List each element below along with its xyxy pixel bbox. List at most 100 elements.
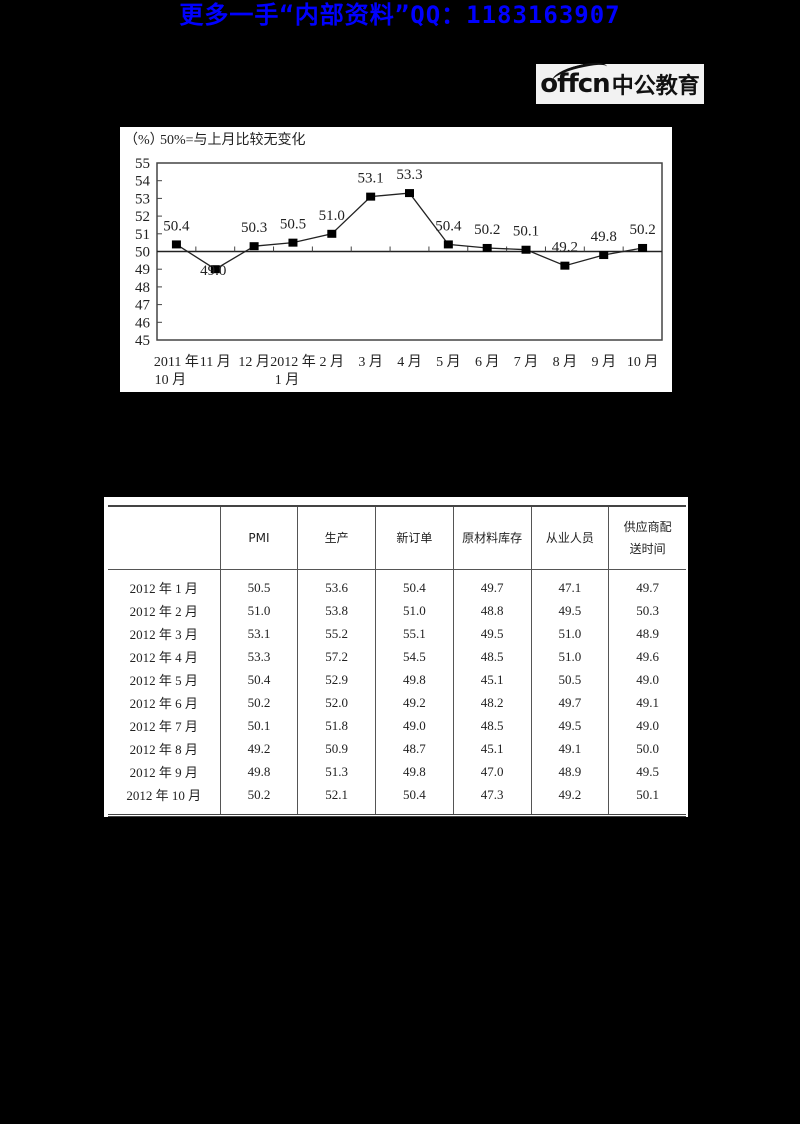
cell-pmi: 49.2 [219,737,298,760]
cell-pmi: 50.5 [219,569,298,599]
cell-new-orders: 54.5 [375,645,454,668]
cell-new-orders: 50.4 [375,569,454,599]
cell-production: 55.2 [297,622,376,645]
cell-month: 2012 年 7 月 [129,719,198,734]
cell-supplier-delivery-time: 49.6 [608,645,686,668]
cell-raw-material-inventory: 47.0 [452,760,532,783]
cell-month: 2012 年 3 月 [129,627,198,642]
cell-employment: 49.1 [530,737,609,760]
cell-raw-material-inventory: 48.5 [452,645,532,668]
header-supplier-delivery-time: 供应商配 送时间 [608,505,686,570]
y-tick-label: 50 [135,245,150,261]
cell-new-orders: 51.0 [375,599,454,622]
cell-pmi: 53.3 [219,645,298,668]
data-point-marker [366,192,376,201]
table-row: 2012 年 6 月 50.2 52.0 49.2 48.2 49.7 49.1 [108,691,686,714]
cell-month: 2012 年 5 月 [129,673,198,688]
y-tick-label: 45 [135,333,150,349]
cell-new-orders: 49.0 [375,714,454,737]
x-tick-label: 2012 年 [270,354,316,370]
data-point-marker [171,240,181,249]
cell-production: 52.1 [297,783,376,817]
cell-new-orders: 49.8 [375,760,454,783]
data-label: 51.0 [319,208,345,224]
data-point-marker [288,238,298,247]
header-supplier-line1: 供应商配 [623,520,672,534]
cell-production: 53.6 [297,569,376,599]
header-new-orders: 新订单 [375,505,454,570]
data-label: 53.1 [358,171,384,187]
x-tick-label: 8 月 [553,354,578,370]
data-label: 50.1 [513,224,539,240]
table-row: 2012 年 2 月 51.0 53.8 51.0 48.8 49.5 50.3 [108,599,686,622]
cell-raw-material-inventory: 49.7 [452,569,532,599]
cell-pmi: 50.2 [219,783,298,817]
cell-employment: 51.0 [530,645,609,668]
y-tick-label: 54 [135,174,151,190]
cell-employment: 51.0 [530,622,609,645]
cell-pmi: 50.2 [219,691,298,714]
table-body: 2012 年 1 月 50.5 53.6 50.4 49.7 47.1 49.7 2012 年… [108,569,686,817]
cell-employment: 50.5 [530,668,609,691]
data-point-marker [560,261,570,270]
cell-new-orders: 48.7 [375,737,454,760]
cell-new-orders: 49.2 [375,691,454,714]
cell-production: 50.9 [297,737,376,760]
promo-banner: 更多一手“内部资料”QQ：1183163907 [179,1,621,29]
logo-text-en: offcn [540,69,610,99]
data-label: 49.0 [200,263,226,279]
table-row: 2012 年 1 月 50.5 53.6 50.4 49.7 47.1 49.7 [108,569,686,599]
cell-month: 2012 年 4 月 [129,650,198,665]
cell-supplier-delivery-time: 49.0 [608,668,686,691]
x-tick-label-line2: 1 月 [275,372,300,388]
data-point-marker [482,243,492,252]
cell-month: 2012 年 9 月 [129,765,198,780]
cell-production: 52.0 [297,691,376,714]
pmi-data-table: PMI 生产 新订单 原材料库存 从业人员 供应商配 送时间 2012 年 1 … [108,505,686,817]
table-row: 2012 年 7 月 50.1 51.8 49.0 48.5 49.5 49.0 [108,714,686,737]
cell-new-orders: 55.1 [375,622,454,645]
cell-raw-material-inventory: 45.1 [452,668,532,691]
data-label: 49.8 [591,229,617,245]
y-tick-label: 52 [135,209,150,225]
x-tick-label: 5 月 [436,354,461,370]
data-label: 53.3 [396,167,422,183]
cell-raw-material-inventory: 48.2 [452,691,532,714]
data-label: 50.2 [629,222,655,238]
table-row: 2012 年 3 月 53.1 55.2 55.1 49.5 51.0 48.9 [108,622,686,645]
x-tick-label: 11 月 [200,354,231,370]
cell-employment: 48.9 [530,760,609,783]
y-tick-label: 48 [135,280,150,296]
cell-supplier-delivery-time: 48.9 [608,622,686,645]
header-month [108,505,221,570]
table-header-row: PMI 生产 新订单 原材料库存 从业人员 供应商配 送时间 [108,505,686,570]
x-tick-label: 12 月 [238,354,270,370]
data-point-marker [327,229,337,238]
cell-pmi: 50.1 [219,714,298,737]
chart-unit-label: （%） [124,132,164,148]
data-point-marker [599,251,609,260]
cell-pmi: 50.4 [219,668,298,691]
cell-supplier-delivery-time: 49.7 [608,569,686,599]
data-point-marker [443,240,453,249]
y-tick-label: 55 [135,156,150,172]
x-tick-label-line2: 10 月 [155,372,187,388]
cell-supplier-delivery-time: 49.0 [608,714,686,737]
cell-raw-material-inventory: 48.8 [452,599,532,622]
cell-production: 57.2 [297,645,376,668]
cell-raw-material-inventory: 49.5 [452,622,532,645]
y-tick-label: 47 [135,298,151,314]
cell-employment: 49.5 [530,599,609,622]
cell-production: 53.8 [297,599,376,622]
cell-employment: 47.1 [530,569,609,599]
data-label: 49.2 [552,240,578,256]
cell-raw-material-inventory: 45.1 [452,737,532,760]
cell-month: 2012 年 8 月 [129,742,198,757]
cell-raw-material-inventory: 48.5 [452,714,532,737]
x-tick-label: 4 月 [397,354,422,370]
data-label: 50.4 [163,218,190,234]
x-tick-label: 7 月 [514,354,539,370]
logo-text-cn: 中公教育 [611,74,700,99]
data-label: 50.5 [280,217,306,233]
offcn-logo: offcn 中公教育 [536,64,704,104]
